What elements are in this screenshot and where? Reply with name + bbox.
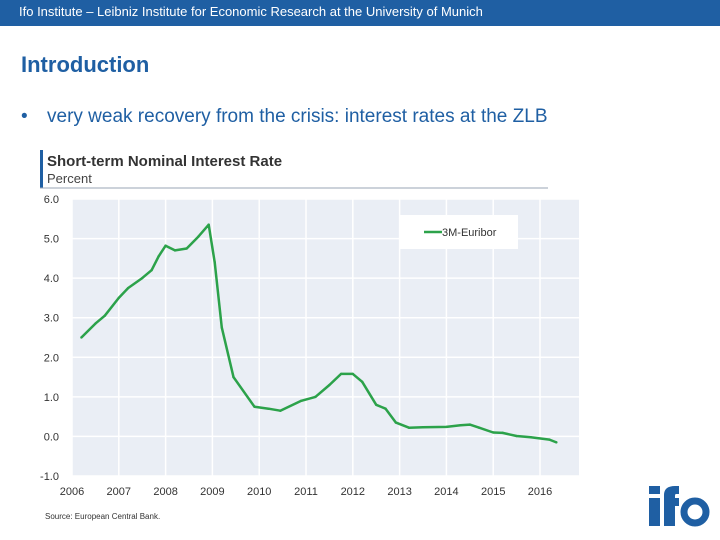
data-point bbox=[103, 314, 106, 317]
y-axis-ticks: 6.0 5.0 4.0 3.0 2.0 1.0 0.0 -1.0 bbox=[40, 194, 59, 483]
data-point bbox=[328, 383, 331, 387]
x-tick-label: 2013 bbox=[387, 486, 411, 498]
data-point bbox=[253, 405, 256, 408]
data-point bbox=[548, 438, 551, 441]
data-point bbox=[279, 409, 282, 412]
y-tick-label: 5.0 bbox=[44, 234, 59, 246]
y-tick-label: -1.0 bbox=[40, 471, 59, 483]
data-point bbox=[185, 247, 188, 250]
chart-subtitle: Percent bbox=[47, 171, 92, 186]
data-point bbox=[492, 431, 495, 434]
y-tick-label: 0.0 bbox=[44, 431, 59, 443]
data-point bbox=[375, 403, 378, 406]
series-line-3m-euribor bbox=[80, 223, 557, 444]
x-tick-label: 2007 bbox=[107, 486, 131, 498]
series-points bbox=[80, 223, 558, 444]
legend-box bbox=[400, 215, 518, 249]
y-tick-label: 6.0 bbox=[44, 194, 59, 206]
data-point bbox=[384, 407, 387, 410]
x-tick-label: 2009 bbox=[200, 486, 224, 498]
x-tick-label: 2008 bbox=[153, 486, 177, 498]
data-point bbox=[351, 372, 355, 376]
data-point bbox=[314, 395, 317, 399]
slide-title: Introduction bbox=[21, 52, 150, 77]
data-point bbox=[141, 276, 144, 280]
data-point bbox=[80, 336, 83, 339]
x-tick-label: 2012 bbox=[341, 486, 365, 498]
data-point bbox=[421, 426, 425, 429]
legend: 3M-Euribor bbox=[400, 215, 518, 249]
x-axis-ticks: 2006 2007 2008 2009 2010 2011 2012 2013 2014 2015… bbox=[60, 486, 552, 498]
y-tick-label: 1.0 bbox=[44, 392, 59, 404]
data-point bbox=[173, 249, 177, 252]
x-tick-label: 2014 bbox=[434, 486, 458, 498]
x-tick-label: 2010 bbox=[247, 486, 271, 498]
legend-label: 3M-Euribor bbox=[442, 227, 497, 239]
data-point bbox=[94, 322, 97, 325]
data-point bbox=[407, 426, 411, 429]
bullet-item: • very weak recovery from the crisis: int… bbox=[21, 106, 548, 128]
data-point bbox=[468, 423, 472, 426]
data-point bbox=[164, 244, 167, 247]
bullet-dot-icon: • bbox=[21, 106, 28, 127]
data-point bbox=[300, 399, 303, 403]
x-tick-label: 2011 bbox=[294, 486, 318, 498]
source-note: Source: European Central Bank. bbox=[45, 512, 160, 521]
chart-header: Short-term Nominal Interest Rate Percent bbox=[40, 150, 548, 189]
data-point bbox=[477, 426, 481, 429]
data-point bbox=[213, 261, 216, 264]
data-point bbox=[529, 436, 532, 439]
data-point bbox=[117, 296, 121, 300]
y-tick-label: 3.0 bbox=[44, 313, 59, 325]
grid-lines bbox=[71, 198, 579, 477]
data-point bbox=[459, 424, 462, 427]
data-point bbox=[360, 380, 364, 384]
bullet-text: very weak recovery from the crisis: inte… bbox=[47, 106, 548, 127]
data-point bbox=[157, 255, 160, 258]
data-point bbox=[394, 421, 398, 424]
data-point bbox=[126, 286, 130, 290]
x-tick-label: 2015 bbox=[481, 486, 505, 498]
data-point bbox=[445, 425, 448, 429]
data-point bbox=[220, 326, 223, 329]
data-point bbox=[515, 434, 518, 438]
data-point bbox=[501, 431, 504, 435]
x-tick-label: 2016 bbox=[528, 486, 552, 498]
header-bar: Ifo Institute – Leibniz Institute for Ec… bbox=[0, 0, 720, 26]
data-point bbox=[207, 223, 210, 226]
header-text: Ifo Institute – Leibniz Institute for Ec… bbox=[19, 4, 483, 19]
x-tick-label: 2006 bbox=[60, 486, 84, 498]
data-point bbox=[197, 235, 200, 238]
data-point bbox=[150, 269, 153, 272]
y-tick-label: 2.0 bbox=[44, 352, 59, 364]
chart-title: Short-term Nominal Interest Rate bbox=[47, 153, 282, 170]
y-tick-label: 4.0 bbox=[44, 273, 59, 285]
data-point bbox=[232, 375, 235, 379]
ifo-logo-icon bbox=[649, 486, 710, 527]
data-point bbox=[339, 372, 343, 376]
data-point bbox=[555, 441, 558, 444]
data-point bbox=[267, 407, 270, 410]
title-accent-bar bbox=[40, 150, 43, 188]
